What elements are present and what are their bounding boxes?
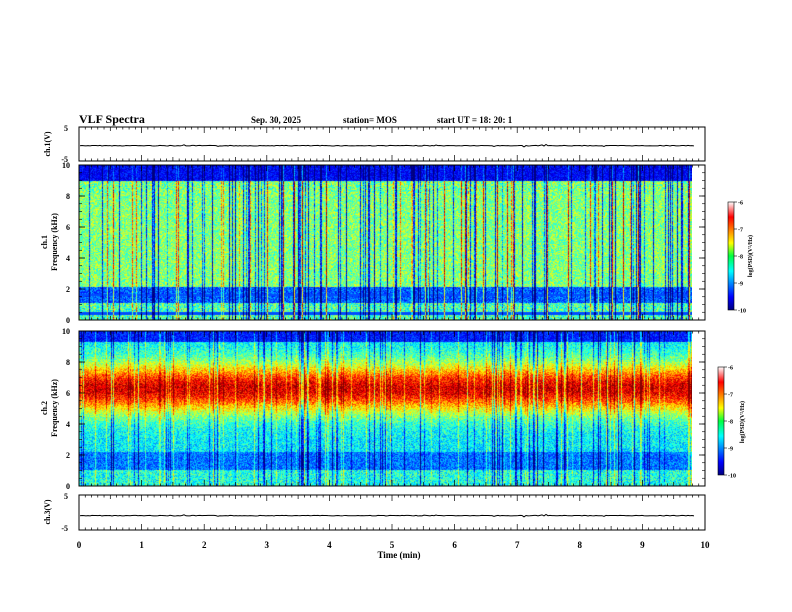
colorbar-tick-label: -7: [728, 393, 733, 399]
freq-tick-label: 2: [66, 285, 70, 294]
time-axis-ticks: [78, 127, 706, 530]
colorbar-tick-label: -9: [728, 447, 733, 453]
start-time-label: start UT = 18: 20: 1: [437, 115, 513, 125]
time-tick-label: 6: [452, 540, 457, 550]
time-tick-label: 4: [327, 540, 332, 550]
time-tick-label: 9: [640, 540, 645, 550]
ch2-colorbar-label: log(PSD)(V²/Hz): [739, 401, 746, 443]
ch1-colorbar: -6 -7 -8 -9 -10 log(PSD)(V²/Hz): [727, 201, 754, 315]
freq-tick-label: 0: [66, 482, 70, 491]
ch3-waveform-panel: 5 -5 ch.3(V): [43, 492, 706, 533]
ch1-spec-ylabel-line1: ch.1: [40, 235, 49, 249]
ch1-colorbar-label: log(PSD)(V²/Hz): [747, 235, 754, 277]
freq-tick-label: 8: [66, 192, 70, 201]
ch1-spec-ylabel-line2: Frequency (kHz): [50, 213, 59, 271]
colorbar-tick-label: -7: [738, 228, 743, 234]
freq-tick-label: 4: [66, 420, 70, 429]
colorbar-tick-label: -10: [728, 474, 736, 480]
date-label: Sep. 30, 2025: [251, 115, 302, 125]
colorbar-tick-label: -6: [738, 201, 743, 207]
ch1-wave-ylabel: ch.1(V): [43, 131, 52, 156]
time-tick-label: 5: [390, 540, 395, 550]
ch1-spectrogram-image: [79, 165, 692, 320]
freq-tick-label: 2: [66, 451, 70, 460]
ch3-waveform-line: [79, 513, 695, 518]
ch1-spectrogram-panel: 0 2 4 6 8 10 ch.1 Frequency (kHz): [40, 161, 706, 325]
ch1-colorbar-scale: [727, 201, 735, 311]
ch2-spec-ylabel-line2: Frequency (kHz): [50, 379, 59, 437]
time-tick-label: 0: [77, 540, 82, 550]
time-tick-label: 2: [202, 540, 207, 550]
colorbar-tick-label: -10: [738, 309, 746, 315]
ch1-waveform-panel: 5 -5 ch.1(V): [43, 124, 706, 164]
colorbar-tick-label: -8: [738, 255, 743, 261]
freq-tick-label: 8: [66, 358, 70, 367]
colorbar-tick-label: -8: [728, 420, 733, 426]
time-tick-label: 10: [701, 540, 711, 550]
time-tick-label: 1: [139, 540, 144, 550]
station-label: station= MOS: [343, 115, 397, 125]
ch3-wave-ytick-top: 5: [64, 492, 68, 501]
time-axis-label: Time (min): [377, 550, 420, 560]
time-axis-tick-labels: 0 1 2 3 4 5 6 7 8 9 10: [77, 540, 710, 550]
freq-tick-label: 10: [62, 161, 70, 170]
ch3-wave-ylabel: ch.3(V): [43, 499, 52, 524]
figure-title: VLF Spectra: [79, 112, 145, 126]
colorbar-tick-label: -6: [728, 366, 733, 372]
ch2-colorbar: -6 -7 -8 -9 -10 log(PSD)(V²/Hz): [717, 366, 746, 480]
freq-tick-label: 10: [62, 327, 70, 336]
time-tick-label: 7: [515, 540, 520, 550]
ch1-waveform-line: [79, 143, 695, 148]
ch2-spec-ylabel-line1: ch.2: [40, 401, 49, 415]
freq-tick-label: 0: [66, 316, 70, 325]
freq-tick-label: 4: [66, 254, 70, 263]
ch1-wave-ytick-top: 5: [64, 124, 68, 133]
ch2-spectrogram-image: [79, 331, 692, 486]
ch2-spectrogram-panel: 0 2 4 6 8 10 ch.2 Frequency (kHz): [40, 327, 706, 491]
freq-tick-label: 6: [66, 389, 70, 398]
ch3-wave-ytick-bottom: -5: [61, 524, 68, 533]
ch1-wave-ytick-bottom: -5: [61, 155, 68, 164]
colorbar-tick-label: -9: [738, 282, 743, 288]
ch2-colorbar-scale: [717, 366, 725, 476]
freq-tick-label: 6: [66, 223, 70, 232]
time-tick-label: 3: [265, 540, 270, 550]
time-tick-label: 8: [578, 540, 583, 550]
